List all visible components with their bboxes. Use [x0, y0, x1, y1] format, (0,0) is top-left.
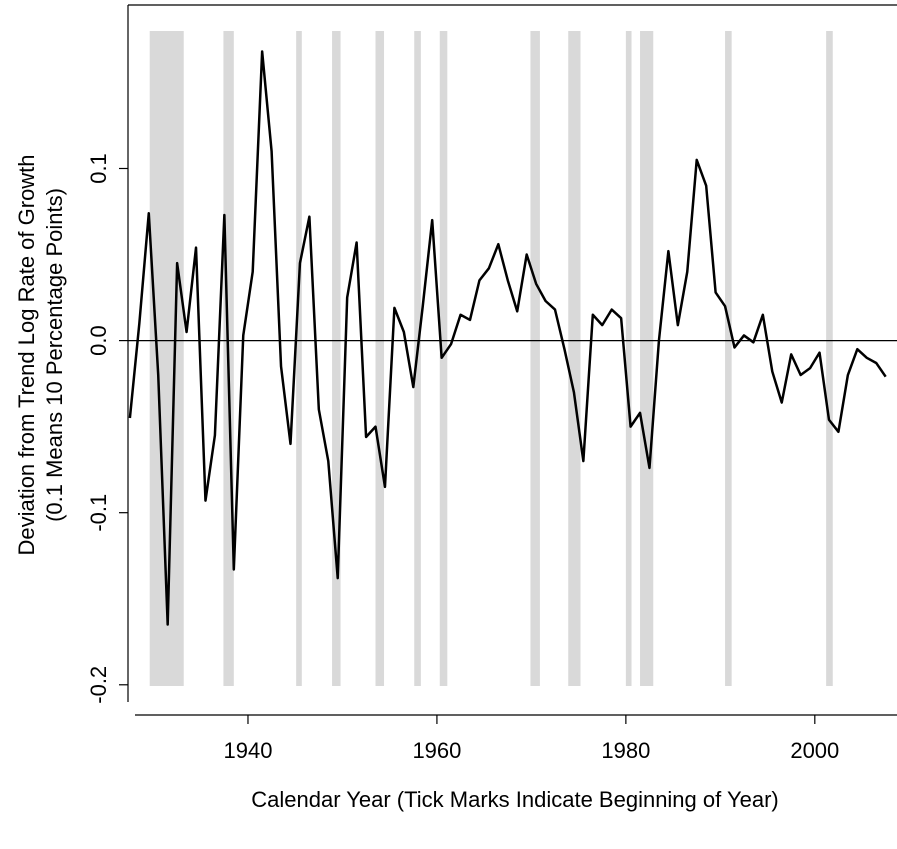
y-tick-label: 0.0 — [86, 325, 111, 356]
y-tick-label: 0.1 — [86, 153, 111, 184]
shaded-period — [568, 31, 581, 686]
y-axis-title: Deviation from Trend Log Rate of Growth — [14, 154, 39, 555]
shaded-period — [439, 31, 448, 686]
x-axis-title: Calendar Year (Tick Marks Indicate Begin… — [251, 787, 778, 812]
data-line — [128, 50, 887, 626]
shaded-period — [332, 31, 341, 686]
y-axis-title: (0.1 Means 10 Percentage Points) — [42, 188, 67, 522]
x-tick-label: 2000 — [790, 738, 839, 763]
x-tick-label: 1940 — [224, 738, 273, 763]
y-tick-label: -0.2 — [86, 666, 111, 704]
x-tick-label: 1980 — [601, 738, 650, 763]
shaded-period — [530, 31, 540, 686]
shaded-period — [625, 31, 632, 686]
y-tick-label: -0.1 — [86, 494, 111, 532]
shaded-period — [640, 31, 654, 686]
x-tick-label: 1960 — [412, 738, 461, 763]
shaded-period — [826, 31, 833, 686]
shaded-period — [296, 31, 302, 686]
shaded-period — [375, 31, 385, 686]
shaded-period — [725, 31, 732, 686]
